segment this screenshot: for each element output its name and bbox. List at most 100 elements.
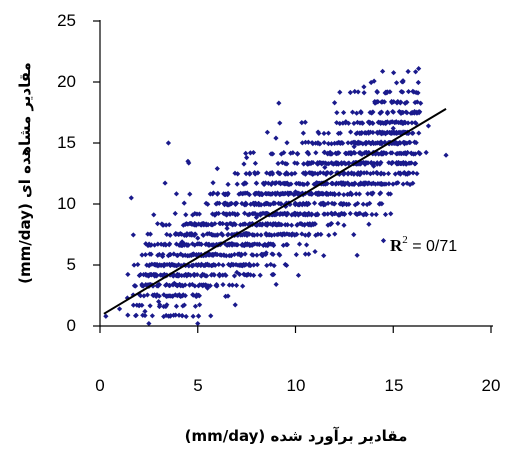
- data-point: [227, 201, 233, 207]
- data-point: [253, 180, 259, 186]
- data-point: [362, 130, 369, 136]
- data-point: [418, 100, 424, 106]
- data-point: [382, 211, 389, 218]
- data-point: [321, 253, 327, 259]
- data-point: [216, 261, 222, 268]
- trendline: [103, 107, 447, 315]
- data-point: [148, 242, 155, 248]
- data-point: [176, 273, 182, 279]
- data-point: [390, 181, 396, 187]
- data-point: [227, 263, 233, 269]
- data-point: [195, 235, 201, 241]
- data-point: [263, 250, 269, 256]
- data-point: [130, 232, 136, 238]
- data-point: [243, 150, 249, 156]
- data-point: [341, 160, 347, 166]
- data-point: [285, 171, 291, 177]
- data-point: [388, 211, 394, 217]
- data-point: [373, 170, 380, 176]
- data-point: [220, 221, 226, 227]
- data-point: [145, 231, 151, 237]
- data-point: [212, 211, 218, 218]
- data-point: [271, 232, 278, 238]
- data-point: [225, 181, 231, 187]
- data-point: [351, 232, 357, 238]
- data-point: [417, 109, 423, 115]
- data-point: [398, 99, 404, 105]
- data-point: [282, 171, 288, 177]
- data-point: [326, 232, 332, 238]
- data-point: [413, 120, 419, 126]
- data-point: [245, 271, 251, 277]
- data-point: [210, 262, 217, 268]
- data-point: [378, 151, 384, 157]
- data-point: [416, 130, 422, 136]
- data-point: [409, 130, 415, 136]
- data-point: [302, 170, 309, 176]
- data-point: [225, 261, 232, 268]
- data-point: [378, 170, 384, 176]
- data-point: [351, 144, 357, 150]
- y-tick-label: 25: [57, 11, 76, 30]
- data-point: [389, 160, 395, 166]
- data-point: [340, 120, 346, 126]
- data-point: [246, 231, 252, 237]
- data-point: [196, 211, 202, 217]
- data-point: [195, 313, 202, 319]
- data-point: [265, 221, 271, 227]
- data-point: [257, 211, 263, 217]
- data-point: [389, 100, 395, 106]
- data-point: [292, 160, 298, 166]
- data-point: [258, 232, 264, 238]
- data-point: [161, 292, 167, 298]
- data-point: [372, 181, 379, 187]
- data-point: [390, 109, 397, 115]
- data-point: [302, 251, 308, 257]
- data-point: [378, 120, 384, 126]
- data-point: [131, 262, 137, 268]
- data-point: [337, 89, 343, 95]
- data-point: [284, 211, 290, 217]
- data-point: [103, 313, 109, 319]
- data-point: [302, 232, 308, 238]
- data-point: [292, 189, 299, 195]
- data-point: [151, 212, 157, 218]
- data-point: [190, 313, 196, 319]
- data-point: [307, 221, 313, 227]
- data-point: [366, 221, 372, 227]
- data-point: [231, 273, 238, 279]
- data-point: [262, 190, 269, 197]
- data-point: [279, 160, 286, 166]
- data-point: [222, 293, 229, 299]
- data-point: [190, 292, 196, 298]
- data-point: [375, 99, 381, 105]
- data-point: [265, 242, 271, 249]
- data-point: [321, 139, 327, 146]
- data-point: [203, 200, 209, 206]
- data-point: [373, 211, 379, 218]
- data-point: [345, 120, 352, 126]
- data-point: [348, 151, 354, 157]
- data-point: [236, 191, 242, 197]
- data-point: [164, 231, 170, 238]
- data-point: [233, 282, 240, 289]
- data-point: [354, 110, 360, 116]
- data-point: [347, 89, 353, 96]
- data-point: [225, 293, 231, 299]
- data-point: [143, 241, 149, 247]
- data-point: [249, 252, 255, 258]
- data-point: [264, 129, 270, 135]
- data-point: [305, 149, 311, 156]
- data-point: [293, 180, 299, 187]
- data-point: [142, 252, 149, 258]
- data-point: [348, 190, 354, 196]
- data-point: [140, 312, 146, 318]
- data-point: [372, 98, 378, 105]
- data-point: [351, 170, 357, 177]
- data-point: [277, 252, 283, 258]
- data-point: [130, 292, 136, 298]
- data-point: [332, 201, 338, 207]
- data-point: [304, 181, 310, 187]
- data-point: [157, 262, 163, 268]
- data-point: [341, 192, 347, 198]
